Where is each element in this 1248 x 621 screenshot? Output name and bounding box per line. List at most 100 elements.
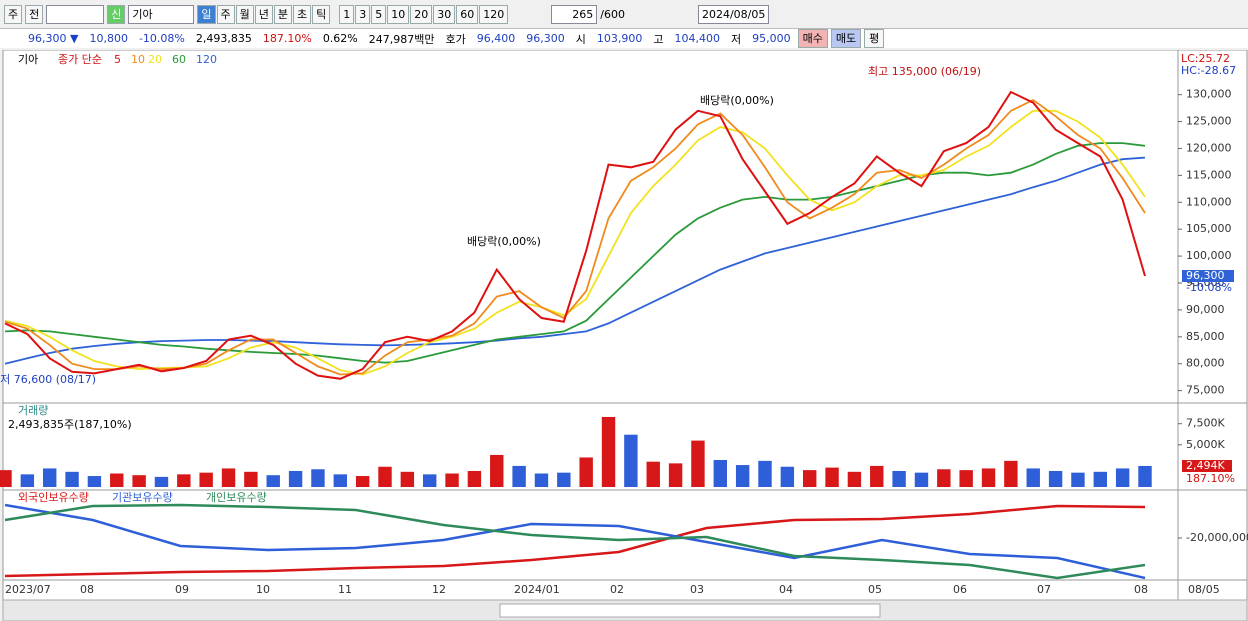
interval[interactable]: 120	[479, 4, 509, 24]
legend-item: 5	[114, 53, 121, 66]
high-label: 고	[653, 32, 664, 46]
interval[interactable]: 3	[355, 4, 371, 24]
ask-label: 호가	[445, 32, 466, 46]
period[interactable]: 년	[254, 4, 273, 24]
open: 103,900	[596, 32, 643, 45]
period[interactable]: 주	[216, 4, 235, 24]
x-tick-label: 08	[1134, 583, 1148, 596]
volume-bar	[847, 471, 862, 487]
volume-bar	[735, 465, 750, 487]
max-count: /600	[600, 7, 625, 21]
price: 96,300 ▼	[28, 32, 79, 45]
volume-bar	[333, 474, 347, 487]
volume-bar	[646, 461, 660, 487]
avg[interactable]: 평	[864, 29, 885, 48]
volume-bar	[0, 470, 12, 487]
volume-bar	[355, 476, 370, 487]
change: 10,800	[89, 32, 128, 45]
volume-bar	[244, 471, 258, 487]
open-label: 시	[575, 32, 586, 46]
volume-bar	[601, 416, 616, 487]
volume-bar	[378, 466, 392, 487]
legend-item: 기관보유수량	[112, 491, 173, 504]
date[interactable]: 2024/08/05	[697, 4, 770, 24]
y-tick-label: 105,000	[1186, 222, 1232, 235]
lc: LC:25.72	[1181, 52, 1230, 65]
volume-bar	[1115, 468, 1130, 487]
series-line	[4, 504, 1146, 578]
interval[interactable]: 20	[410, 4, 433, 24]
credit[interactable]: 신	[107, 4, 126, 24]
interval[interactable]: 60	[456, 4, 479, 24]
volume-bar	[288, 470, 303, 487]
x-tick-label: 03	[690, 583, 704, 596]
sell[interactable]: 매도	[830, 29, 862, 48]
y-tick-label: 85,000	[1186, 330, 1225, 343]
volume-rate: 187.10%	[262, 32, 312, 45]
y-tick-label: 130,000	[1186, 88, 1232, 101]
volume-bar	[914, 472, 929, 487]
count[interactable]: 265	[551, 4, 598, 24]
y-tick-label: 125,000	[1186, 115, 1232, 128]
volume-bar	[266, 475, 280, 487]
x-tick-label: 06	[953, 583, 967, 596]
legend-item: 20	[148, 53, 162, 66]
period[interactable]: 초	[293, 4, 312, 24]
scroll-thumb[interactable]	[499, 603, 881, 618]
volume: 2,493,835	[195, 32, 252, 45]
volume-bar	[1048, 470, 1063, 487]
annotation: 최고 135,000 (06/19)	[868, 65, 981, 78]
last-price-box	[1182, 270, 1234, 283]
volume-bar	[445, 473, 459, 487]
interval[interactable]: 5	[371, 4, 387, 24]
volume-bar	[579, 457, 593, 487]
panel-title: 거래량	[18, 404, 48, 417]
prev[interactable]: 전	[25, 4, 44, 24]
volume-bar	[1138, 465, 1152, 487]
y-tick-label: 115,000	[1186, 168, 1232, 181]
series-line	[4, 156, 1146, 365]
volume-bar	[825, 467, 839, 487]
volume-bar	[43, 468, 57, 487]
volume-bar	[937, 469, 951, 487]
legend-name: 기아	[18, 53, 38, 66]
x-tick-label: 2023/07	[5, 583, 51, 596]
period[interactable]: 틱	[312, 4, 331, 24]
stock-name[interactable]: 기아	[128, 4, 195, 24]
x-tick-label: 12	[432, 583, 446, 596]
volume-bar	[177, 474, 191, 487]
series-line	[4, 109, 1146, 376]
interval[interactable]: 30	[433, 4, 456, 24]
volume-bar	[870, 465, 884, 487]
volume-bar	[803, 470, 817, 487]
interval[interactable]: 1	[339, 4, 355, 24]
buy[interactable]: 매수	[797, 29, 828, 48]
market[interactable]: 주	[4, 4, 23, 24]
x-tick-label: 08	[80, 583, 94, 596]
volume-bar	[132, 475, 146, 487]
x-tick-label: 07	[1037, 583, 1051, 596]
annotation: 최저 76,600 (08/17)	[0, 373, 96, 386]
intervals: 1 3 5 10 20 30 60 120	[339, 4, 509, 24]
hc: HC:-28.67	[1181, 64, 1236, 77]
y-tick-label: 110,000	[1186, 195, 1232, 208]
period[interactable]: 일	[197, 4, 216, 24]
volume-bar	[311, 469, 325, 487]
high: 104,400	[674, 32, 721, 45]
volume-bar	[668, 463, 683, 487]
volume-bar	[1026, 468, 1040, 487]
period[interactable]: 분	[273, 4, 292, 24]
y-tick-label: 100,000	[1186, 249, 1232, 262]
y-tick-label: -20,000,000	[1186, 531, 1248, 544]
y-tick-label: 75,000	[1186, 384, 1225, 397]
series-line	[4, 503, 1146, 580]
interval[interactable]: 10	[387, 4, 410, 24]
code-input[interactable]: 000270	[46, 4, 105, 24]
low-label: 저	[731, 32, 742, 46]
x-tick-label: 09	[175, 583, 189, 596]
volume-bar	[691, 440, 705, 487]
volume-bar	[110, 473, 124, 487]
period[interactable]: 월	[235, 4, 254, 24]
